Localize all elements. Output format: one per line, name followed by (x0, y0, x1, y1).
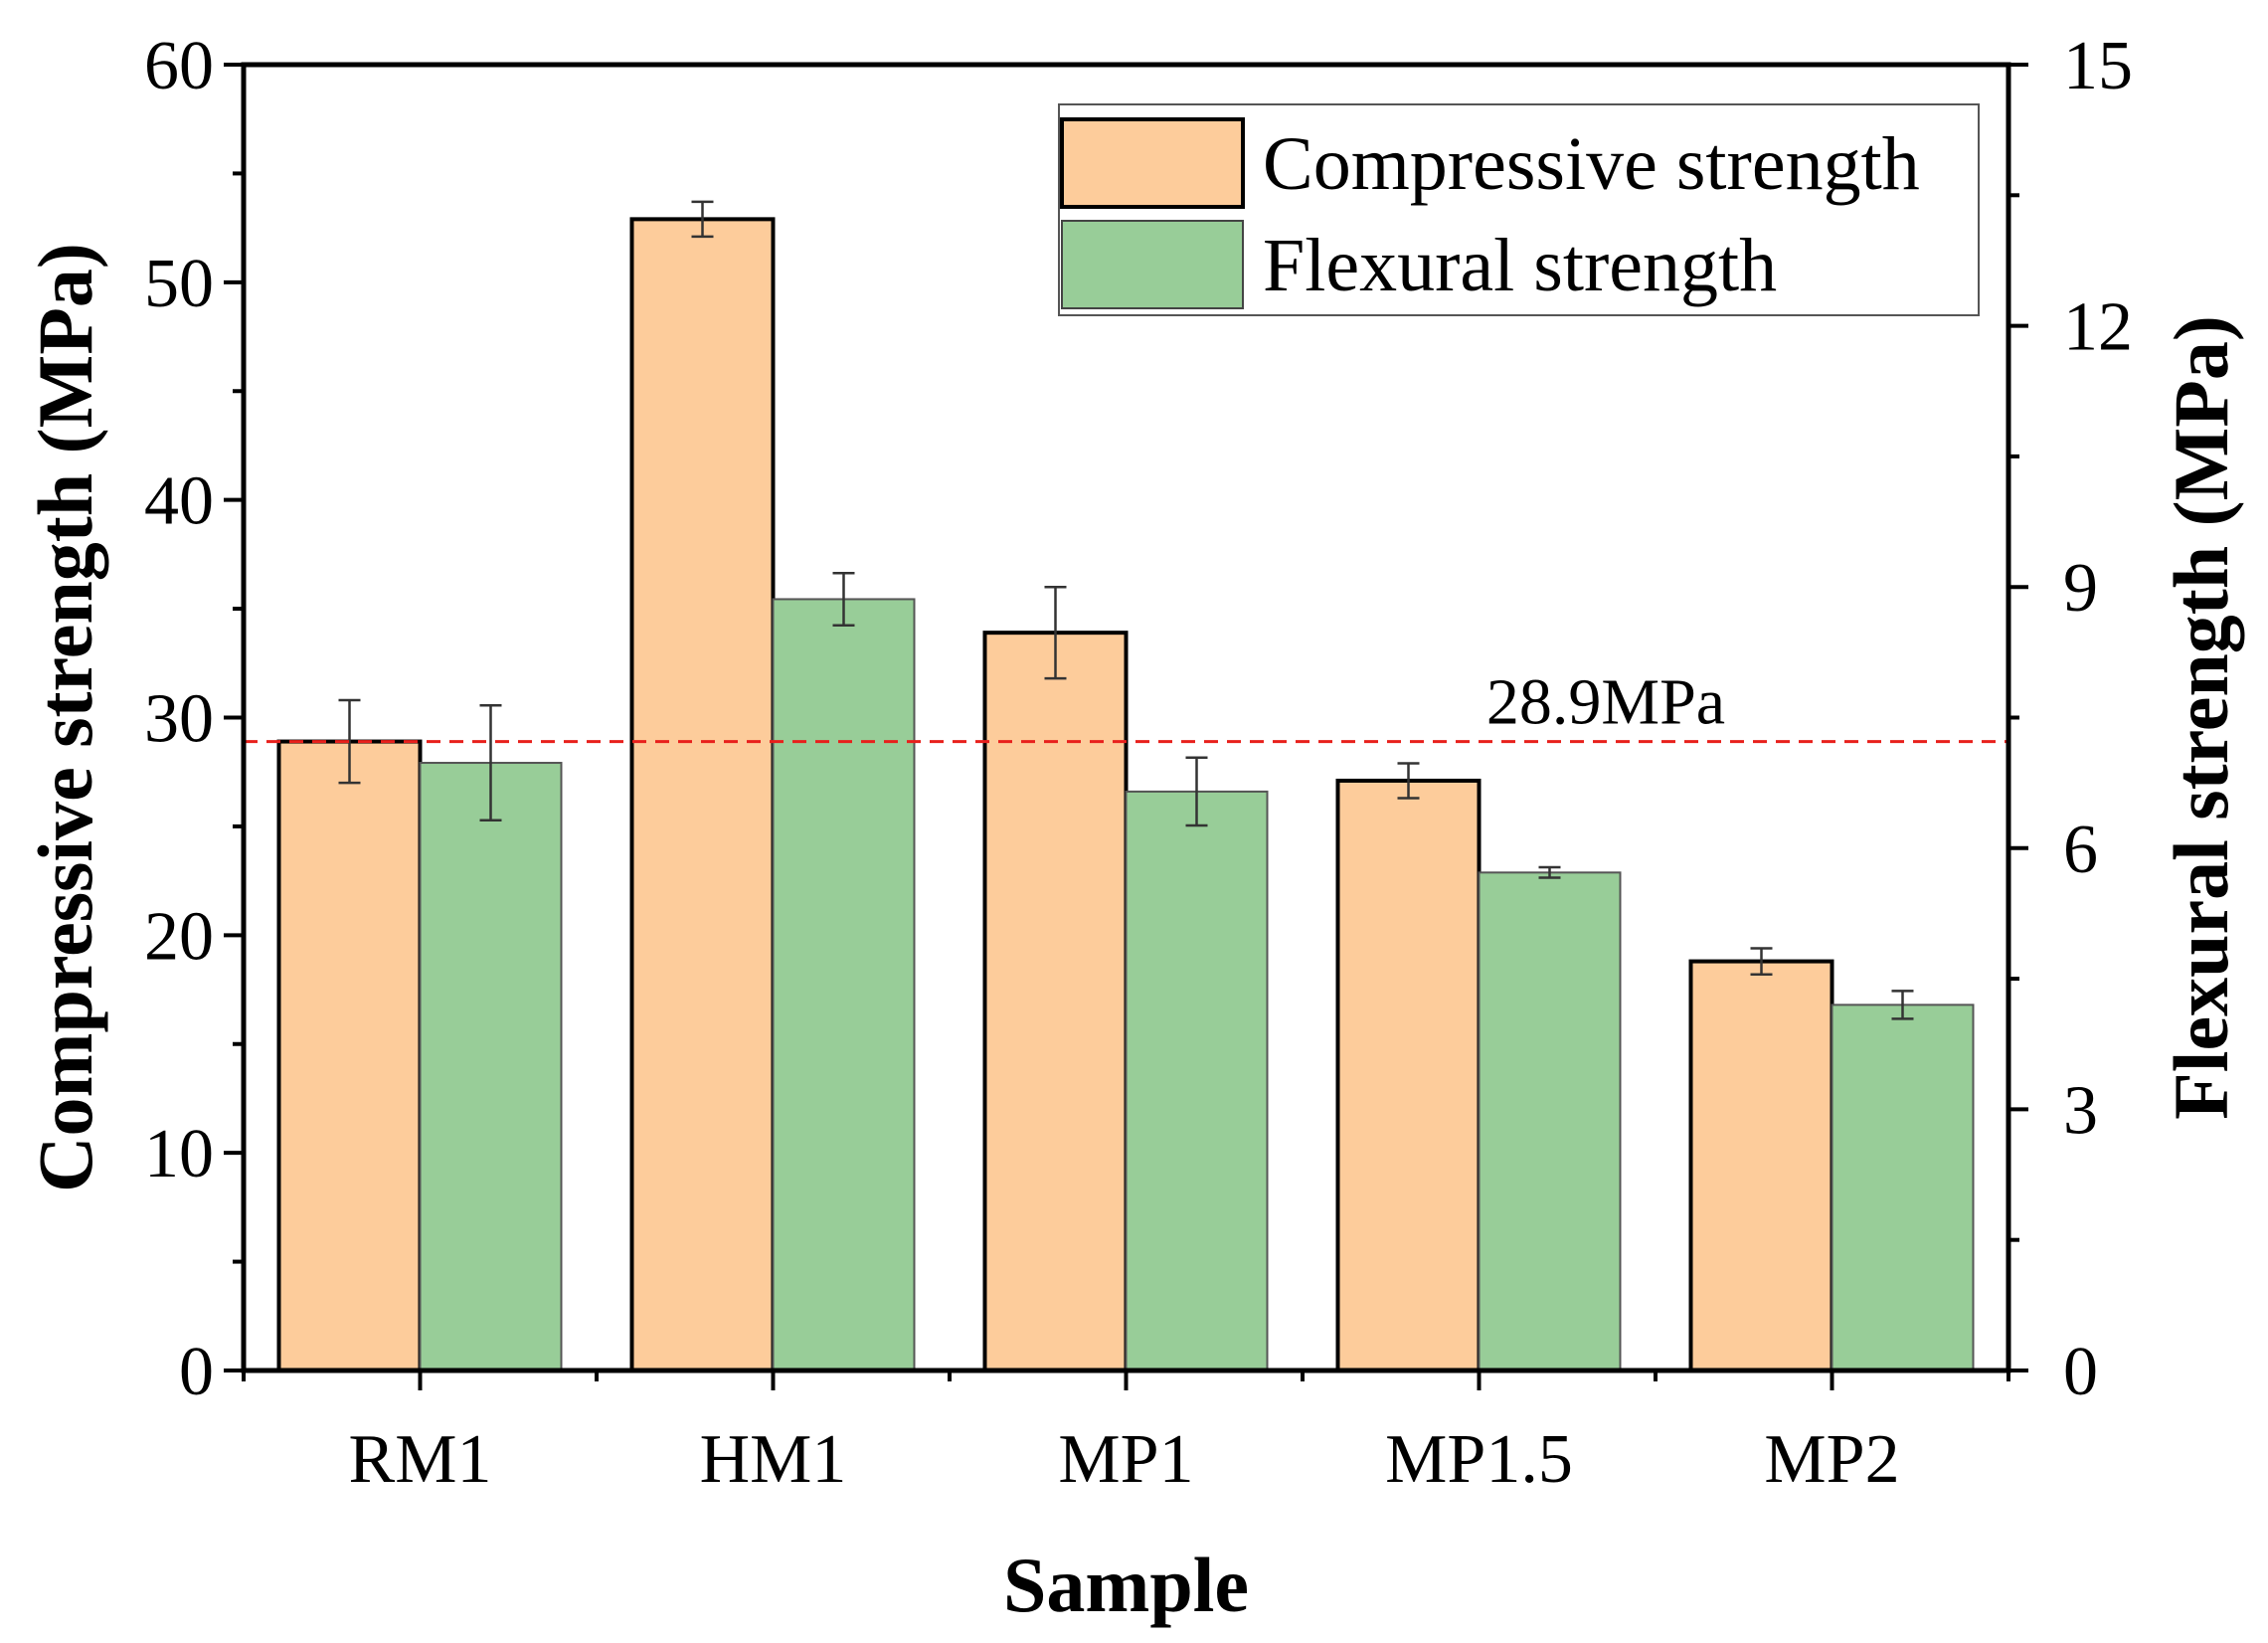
y-tick-label-left: 10 (144, 1116, 214, 1192)
error-bar-compressive-strength-mp1 (1044, 585, 1067, 680)
error-bar-flexural-strength-mp1 (1185, 756, 1208, 827)
x-tick-label: RM1 (349, 1421, 492, 1498)
legend-label-compressive: Compressive strength (1263, 122, 1920, 206)
bar-compressive-strength-rm1 (276, 739, 423, 1372)
y-tick-label-left: 40 (144, 463, 214, 540)
y-tick-label-left: 30 (144, 681, 214, 758)
y-tick-label-left: 50 (144, 246, 214, 322)
error-bar-flexural-strength-hm1 (832, 571, 855, 627)
bar-compressive-strength-mp1-5 (1335, 778, 1482, 1372)
legend-swatch-flexural (1061, 220, 1244, 309)
error-bar-compressive-strength-rm1 (338, 698, 361, 785)
bar-flexural-strength-mp1-5 (1478, 871, 1622, 1371)
legend-swatch-compressive (1060, 117, 1245, 209)
y-tick-label-right: 3 (2063, 1072, 2098, 1149)
bar-flexural-strength-mp1 (1125, 790, 1269, 1371)
legend-label-flexural: Flexural strength (1263, 224, 1777, 307)
y-tick-label-right: 15 (2063, 28, 2133, 104)
error-bar-compressive-strength-mp1-5 (1397, 762, 1420, 800)
y-tick-label-right: 9 (2063, 550, 2098, 627)
y-tick-label-left: 60 (144, 28, 214, 104)
reference-line-label: 28.9MPa (1486, 666, 1725, 739)
error-bars-layer (338, 200, 1914, 1020)
bar-compressive-strength-hm1 (629, 217, 776, 1372)
y-axis-title-right: Flexural strength (MPa) (2158, 315, 2244, 1120)
y-tick-label-right: 0 (2063, 1334, 2098, 1410)
x-tick-label: HM1 (700, 1421, 847, 1498)
axis-ticks (224, 63, 2028, 1390)
y-axis-title-left: Compressive strength (MPa) (22, 243, 108, 1192)
y-tick-label-right: 12 (2063, 289, 2133, 366)
y-tick-label-left: 20 (144, 898, 214, 975)
error-bar-flexural-strength-rm1 (479, 703, 502, 822)
bar-flexural-strength-hm1 (772, 598, 916, 1371)
bar-flexural-strength-rm1 (419, 762, 563, 1371)
legend: Compressive strength Flexural strength (1058, 103, 1980, 316)
bar-compressive-strength-mp1 (982, 631, 1129, 1372)
x-tick-label: MP1.5 (1385, 1421, 1573, 1498)
error-bar-flexural-strength-mp2 (1891, 990, 1914, 1020)
bar-compressive-strength-mp2 (1688, 959, 1834, 1372)
error-bar-flexural-strength-mp1-5 (1538, 865, 1561, 879)
bar-flexural-strength-mp2 (1831, 1004, 1975, 1371)
x-axis-title: Sample (1003, 1542, 1249, 1628)
y-tick-label-right: 6 (2063, 812, 2098, 888)
x-tick-label: MP2 (1764, 1421, 1899, 1498)
error-bar-compressive-strength-hm1 (691, 200, 714, 239)
error-bar-compressive-strength-mp2 (1750, 947, 1773, 976)
y-tick-label-left: 0 (179, 1334, 214, 1410)
bars-layer (276, 217, 1975, 1372)
x-tick-label: MP1 (1058, 1421, 1193, 1498)
tick-labels: 0 10 20 30 40 50 60 0 3 6 9 12 15 RM1 HM1 MP1 MP1.5 MP2 (144, 28, 2133, 1498)
